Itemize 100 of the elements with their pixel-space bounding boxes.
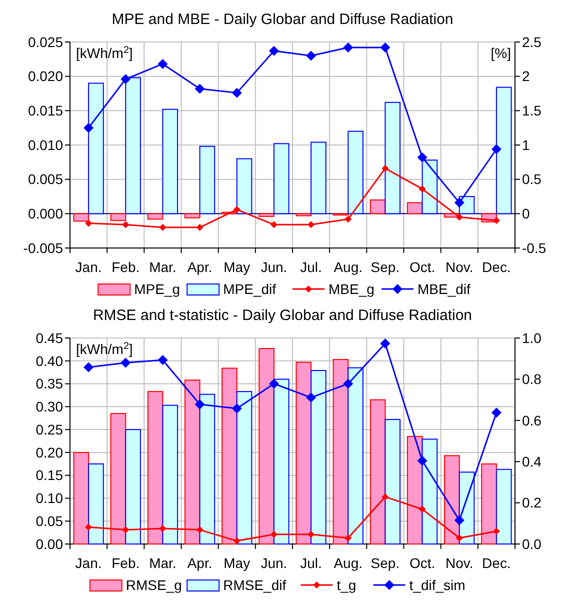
- y-tick-label: 0.40: [36, 352, 64, 369]
- bar: [406, 202, 423, 214]
- y-tick-label: 0.45: [36, 330, 64, 346]
- point: [233, 206, 240, 214]
- y-tick-label: 0.15: [36, 467, 64, 484]
- x-tick-label: Oct.: [409, 259, 436, 275]
- y2-tick-label: 0.0: [522, 536, 542, 552]
- bar: [370, 199, 386, 214]
- bar: [184, 213, 200, 218]
- x-tick-label: Sep.: [370, 259, 400, 275]
- legend-label: MBE_g: [328, 281, 374, 297]
- x-tick-label: Sep.: [370, 555, 400, 571]
- point: [233, 537, 240, 544]
- x-tick-label: Jun.: [260, 555, 288, 571]
- bar: [162, 108, 178, 214]
- y-tick-label: 0.30: [36, 398, 64, 415]
- x-tick-label: Oct.: [409, 555, 436, 571]
- y2-tick-label: 0.6: [522, 412, 542, 428]
- bar: [258, 213, 274, 217]
- y-tick-label: 0.20: [36, 444, 64, 460]
- y-tick-label: 0.010: [28, 136, 64, 153]
- bar: [496, 86, 512, 214]
- point: [159, 224, 166, 231]
- x-tick-label: May: [224, 555, 250, 571]
- bar: [496, 468, 512, 544]
- x-tick-label: Feb.: [112, 555, 140, 571]
- y2-tick-label: 0.5: [522, 171, 542, 188]
- x-tick-label: Jun.: [260, 259, 288, 275]
- point: [85, 524, 92, 531]
- x-tick-label: Aug.: [334, 555, 363, 571]
- point: [159, 525, 166, 532]
- bar: [310, 142, 326, 214]
- x-tick-label: Jul.: [300, 259, 322, 275]
- point: [84, 362, 94, 372]
- legend-label: MPE_g: [134, 281, 180, 297]
- bar: [348, 130, 364, 214]
- bar: [125, 429, 141, 544]
- y2-tick-label: 2.5: [522, 34, 542, 50]
- point: [308, 221, 315, 228]
- annotation: [%]: [490, 45, 511, 61]
- x-tick-label: Apr.: [187, 555, 212, 571]
- y-tick-label: 0.005: [28, 171, 64, 188]
- y2-tick-label: -0.5: [522, 240, 546, 256]
- point: [196, 526, 204, 534]
- point: [454, 515, 464, 526]
- y-tick-label: 0.025: [28, 34, 64, 50]
- point: [194, 399, 205, 410]
- y2-tick-label: 0.8: [522, 371, 542, 388]
- y2-tick-label: 1.0: [522, 330, 542, 346]
- bar: [384, 102, 401, 214]
- point: [454, 198, 464, 208]
- x-tick-label: Mar.: [149, 259, 176, 275]
- point: [232, 88, 242, 98]
- y2-tick-label: 0.4: [522, 454, 542, 470]
- bar: [296, 213, 312, 216]
- point: [308, 530, 315, 538]
- point: [417, 152, 428, 162]
- y-tick-label: 0.10: [36, 490, 64, 506]
- annotation: [kWh/m$^{2}$]: [76, 340, 133, 357]
- x-tick-label: Nov.: [446, 259, 474, 275]
- y-tick-label: 0.35: [36, 376, 64, 392]
- point: [270, 530, 278, 538]
- y2-tick-label: 2: [522, 68, 530, 84]
- y-tick-label: 0.015: [28, 102, 64, 119]
- point: [456, 214, 463, 221]
- point: [382, 164, 389, 172]
- point: [85, 220, 92, 227]
- legend-label: MPE_dif: [223, 281, 276, 297]
- bar: [384, 418, 401, 544]
- x-tick-label: Feb.: [112, 259, 140, 275]
- point: [84, 122, 94, 133]
- point: [306, 392, 316, 403]
- x-tick-label: Dec.: [482, 555, 511, 571]
- point: [492, 217, 500, 224]
- point: [158, 355, 168, 366]
- annotation: [kWh/m$^{2}$]: [76, 44, 133, 61]
- point: [491, 408, 502, 418]
- point: [270, 221, 278, 228]
- bar: [162, 404, 178, 544]
- legend-label: RMSE_g: [126, 577, 182, 593]
- y-tick-label: -0.005: [23, 240, 64, 256]
- point: [344, 534, 352, 542]
- y-tick-label: 0.020: [28, 68, 64, 84]
- point: [194, 84, 205, 94]
- legend-label: MBE_dif: [418, 281, 471, 297]
- point: [268, 46, 279, 56]
- bar: [236, 158, 252, 214]
- x-tick-label: Nov.: [446, 555, 474, 571]
- y-tick-label: 0.05: [36, 513, 64, 530]
- point: [344, 216, 352, 223]
- point: [380, 338, 390, 349]
- y2-tick-label: 1.5: [522, 102, 542, 119]
- y-tick-label: 0.00: [36, 536, 64, 552]
- x-tick-label: Apr.: [187, 259, 212, 275]
- point: [417, 456, 428, 466]
- y2-tick-label: 1: [522, 136, 530, 153]
- x-tick-label: May: [224, 259, 250, 275]
- x-tick-label: Mar.: [149, 555, 176, 571]
- x-tick-label: Jan.: [75, 555, 102, 571]
- point: [158, 58, 168, 69]
